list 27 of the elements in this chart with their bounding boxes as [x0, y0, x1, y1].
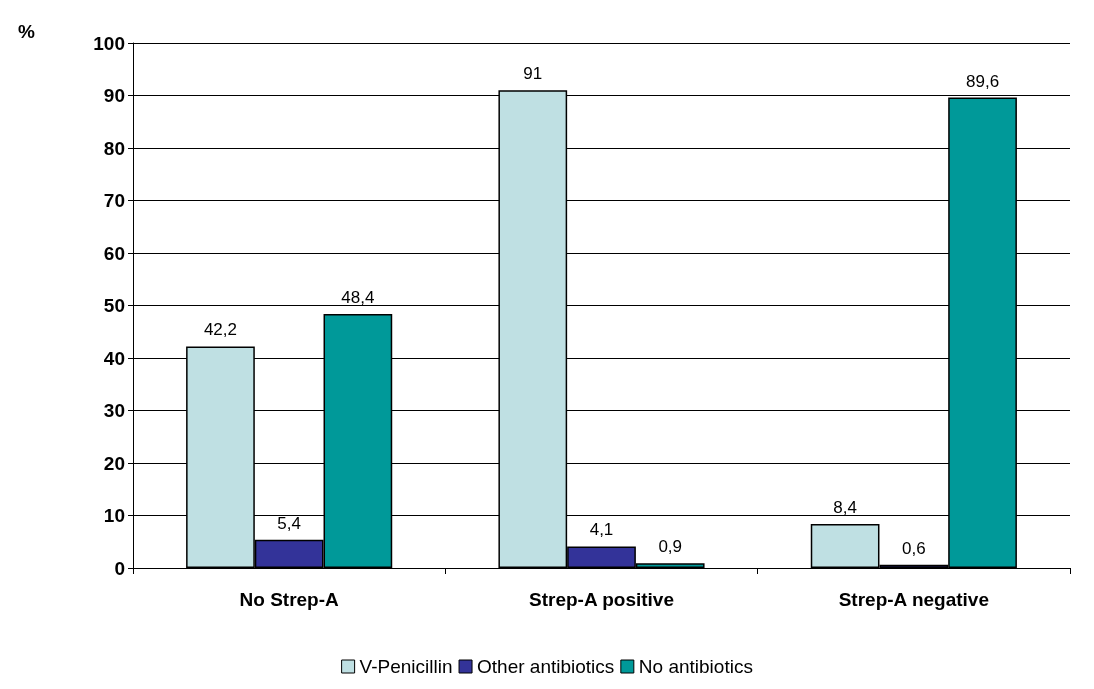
x-tick-label: No Strep-A [239, 589, 340, 610]
data-label: 0,6 [902, 538, 926, 558]
y-tick-label: 50 [103, 295, 125, 316]
data-label: 89,6 [966, 71, 1000, 91]
legend-label: V-Penicillin [359, 656, 453, 677]
y-tick-label: 10 [103, 505, 125, 526]
x-tick-label: Strep-A negative [838, 589, 989, 610]
y-tick-label: 30 [103, 400, 125, 421]
data-label: 5,4 [277, 513, 301, 533]
y-tick-label: 40 [103, 347, 125, 369]
legend-label: No antibiotics [638, 656, 753, 677]
y-tick-label: 90 [103, 85, 125, 106]
data-label: 91 [523, 64, 543, 84]
y-tick-label: 80 [103, 137, 125, 159]
data-label: 8,4 [833, 497, 857, 517]
y-axis-title: % [18, 21, 35, 42]
data-label: 42,2 [203, 320, 237, 340]
legend-label: Other antibiotics [477, 656, 615, 677]
y-tick-label: 100 [93, 32, 125, 54]
x-tick-label: Strep-A positive [529, 589, 674, 610]
y-tick-label: 0 [114, 557, 125, 579]
data-label: 0,9 [658, 537, 683, 557]
data-label: 48,4 [341, 287, 375, 307]
data-label: 4,1 [589, 520, 614, 540]
y-tick-label: 60 [103, 242, 125, 264]
y-tick-label: 20 [103, 452, 125, 474]
y-tick-label: 70 [103, 190, 125, 211]
